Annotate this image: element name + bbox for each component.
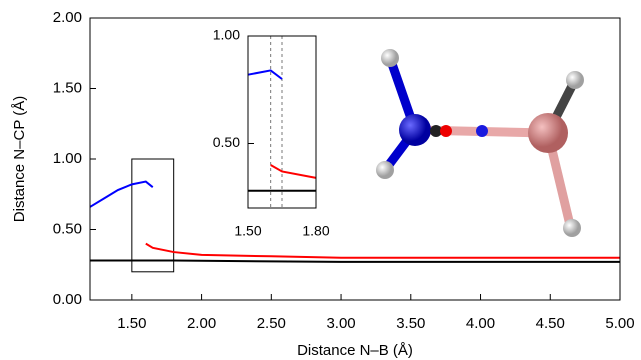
x-tick-label: 2.50 xyxy=(257,315,286,332)
x-tick-label: 1.50 xyxy=(234,223,261,239)
y-tick-label: 0.50 xyxy=(213,134,240,150)
x-tick-label: 4.50 xyxy=(536,315,565,332)
x-tick-label: 4.00 xyxy=(466,315,495,332)
x-tick-label: 2.00 xyxy=(187,315,216,332)
chart: 1.50 2.00 2.50 3.00 3.50 4.00 4.50 5.00 0.00 0.50… xyxy=(0,0,641,360)
x-axis-label: Distance N–B (Å) xyxy=(297,342,413,359)
x-tick-label: 1.80 xyxy=(302,223,329,239)
y-tick-label: 1.50 xyxy=(53,79,82,96)
y-tick-label: 0.00 xyxy=(53,291,82,308)
x-tick-label: 3.00 xyxy=(326,315,355,332)
x-tick-label: 5.00 xyxy=(605,315,634,332)
y-tick-label: 0.50 xyxy=(53,220,82,237)
y-axis-label: Distance N–CP (Å) xyxy=(11,96,28,222)
page: 1.50 2.00 2.50 3.00 3.50 4.00 4.50 5.00 0.00 0.50… xyxy=(0,0,641,360)
y-tick-label: 1.00 xyxy=(213,27,240,43)
y-tick-label: 2.00 xyxy=(53,9,82,26)
x-tick-label: 1.50 xyxy=(117,315,146,332)
y-tick-label: 1.00 xyxy=(53,150,82,167)
x-tick-label: 3.50 xyxy=(396,315,425,332)
